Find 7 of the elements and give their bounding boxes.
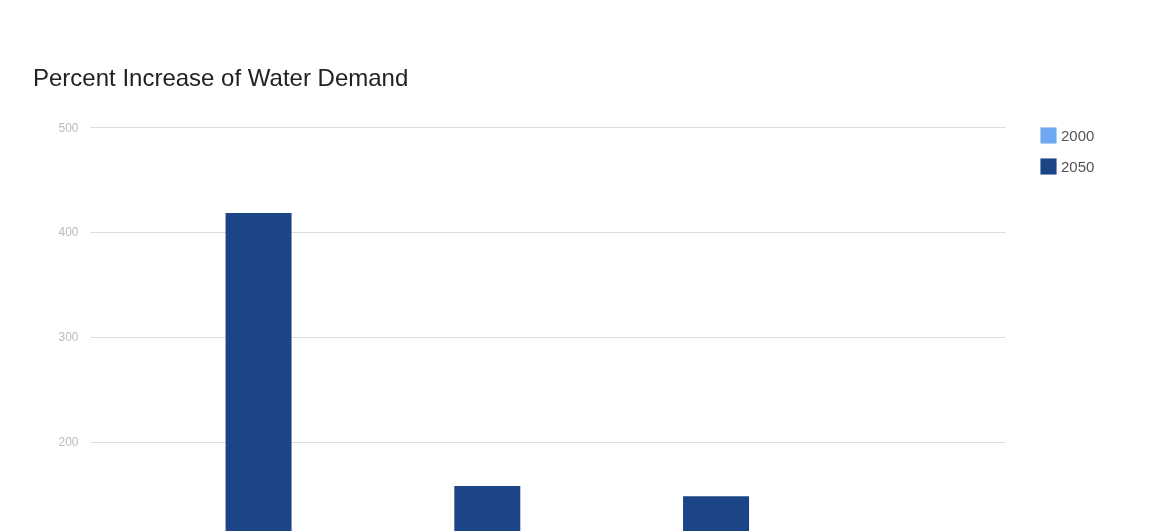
legend-label: 2050 (1061, 157, 1095, 175)
chart-title: Percent Increase of Water Demand (33, 64, 409, 91)
y-tick-label: 400 (58, 225, 79, 240)
legend-label: 2000 (1061, 126, 1095, 144)
y-tick-label: 500 (58, 120, 79, 135)
y-tick-label: 200 (58, 435, 79, 450)
y-tick-label: 300 (58, 330, 79, 345)
